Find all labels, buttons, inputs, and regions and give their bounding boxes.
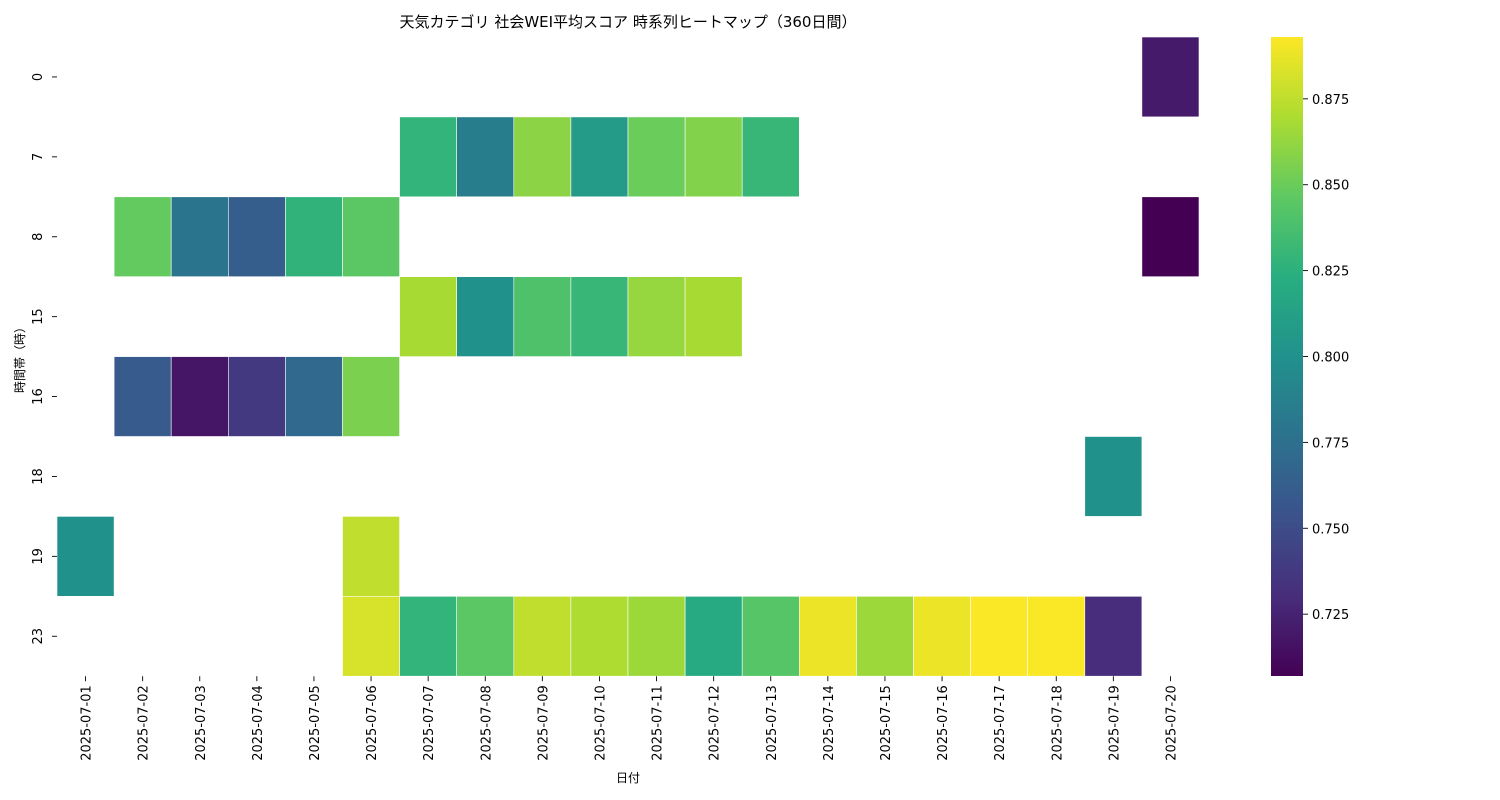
heatmap-cell [1027, 595, 1086, 677]
colorbar-tick-label: 0.825 [1312, 265, 1349, 280]
heatmap-cell [513, 595, 572, 677]
heatmap-cell [113, 356, 172, 437]
colorbar-tick-label: 0.725 [1312, 608, 1349, 623]
y-tick-label: 0 [31, 73, 46, 81]
heatmap-cell [741, 116, 800, 198]
heatmap-cell [113, 196, 172, 278]
x-axis-label: 日付 [616, 771, 640, 785]
heatmap-cell [513, 276, 572, 357]
x-tick-label: 2025-07-13 [765, 685, 780, 761]
y-tick-label: 8 [31, 233, 46, 241]
x-tick-label: 2025-07-09 [536, 685, 551, 761]
heatmap-cells [56, 36, 1200, 677]
heatmap-cell [228, 356, 286, 437]
heatmap-cell [684, 276, 743, 357]
chart-title: 天気カテゴリ 社会WEI平均スコア 時系列ヒートマップ（360日間） [400, 13, 857, 31]
heatmap-cell [684, 116, 743, 198]
heatmap-cell [570, 116, 629, 198]
x-tick-label: 2025-07-16 [936, 685, 951, 761]
heatmap-cell [970, 595, 1028, 677]
x-tick-label: 2025-07-17 [993, 685, 1008, 761]
x-tick-label: 2025-07-19 [1107, 685, 1122, 761]
colorbar-ticks: 0.725 0.750 0.775 0.800 0.825 0.850 0.875 [1303, 93, 1349, 623]
heatmap-cell [342, 516, 400, 597]
y-tick-label: 23 [31, 628, 46, 645]
heatmap-cell [1141, 36, 1200, 118]
heatmap-cell [456, 276, 515, 357]
y-tick-label: 15 [31, 308, 46, 325]
x-tick-label: 2025-07-15 [879, 685, 894, 761]
heatmap-cell [627, 276, 686, 357]
x-tick-label: 2025-07-06 [365, 685, 380, 761]
colorbar-tick-label: 0.775 [1312, 436, 1349, 451]
heatmap-cell [513, 116, 572, 198]
heatmap-cell [342, 356, 400, 437]
heatmap-cell [456, 595, 515, 677]
heatmap-cell [856, 595, 914, 677]
colorbar-tick-label: 0.875 [1312, 93, 1349, 108]
x-tick-label: 2025-07-12 [708, 685, 723, 761]
heatmap-cell [285, 356, 343, 437]
x-tick-label: 2025-07-07 [422, 685, 437, 761]
x-tick-label: 2025-07-18 [1050, 685, 1065, 761]
heatmap-cell [741, 595, 800, 677]
heatmap-cell [456, 116, 515, 198]
heatmap-cell [170, 356, 229, 437]
heatmap-cell [1141, 196, 1200, 278]
colorbar-tick-label: 0.850 [1312, 179, 1349, 194]
heatmap-cell [627, 595, 686, 677]
colorbar-tick-label: 0.750 [1312, 522, 1349, 537]
heatmap-cell [1084, 436, 1143, 517]
heatmap-cell [570, 276, 629, 357]
x-tick-label: 2025-07-11 [651, 685, 666, 761]
y-tick-label: 19 [31, 548, 46, 565]
x-tick-label: 2025-07-03 [194, 685, 209, 761]
heatmap-cell [342, 595, 400, 677]
heatmap-cell [399, 595, 458, 677]
heatmap-cell [228, 196, 286, 278]
heatmap-cell [684, 595, 743, 677]
x-tick-label: 2025-07-20 [1164, 685, 1179, 761]
x-tick-label: 2025-07-02 [137, 685, 152, 761]
heatmap-cell [56, 516, 115, 597]
heatmap-cell [570, 595, 629, 677]
x-tick-label: 2025-07-01 [80, 685, 95, 761]
x-tick-label: 2025-07-14 [822, 685, 837, 761]
x-axis-ticks: 2025-07-01 2025-07-02 2025-07-03 2025-07-04… [80, 676, 1179, 761]
heatmap-cell [798, 595, 857, 677]
colorbar [1271, 37, 1303, 676]
colorbar-tick-label: 0.800 [1312, 351, 1349, 366]
x-tick-label: 2025-07-04 [251, 685, 266, 761]
heatmap-cell [285, 196, 343, 278]
y-tick-label: 7 [31, 153, 46, 161]
heatmap-cell [913, 595, 971, 677]
x-tick-label: 2025-07-05 [308, 685, 323, 761]
heatmap-cell [170, 196, 229, 278]
heatmap-cell [342, 196, 400, 278]
heatmap-cell [399, 116, 458, 198]
y-tick-label: 18 [31, 468, 46, 485]
heatmap-cell [1084, 595, 1143, 677]
x-tick-label: 2025-07-08 [479, 685, 494, 761]
y-tick-label: 16 [31, 388, 46, 405]
y-axis-ticks: 0 7 8 15 16 18 19 23 [31, 73, 57, 645]
x-tick-label: 2025-07-10 [593, 685, 608, 761]
y-axis-label: 時間帯（時） [13, 321, 27, 393]
heatmap-cell [627, 116, 686, 198]
heatmap-cell [399, 276, 458, 357]
